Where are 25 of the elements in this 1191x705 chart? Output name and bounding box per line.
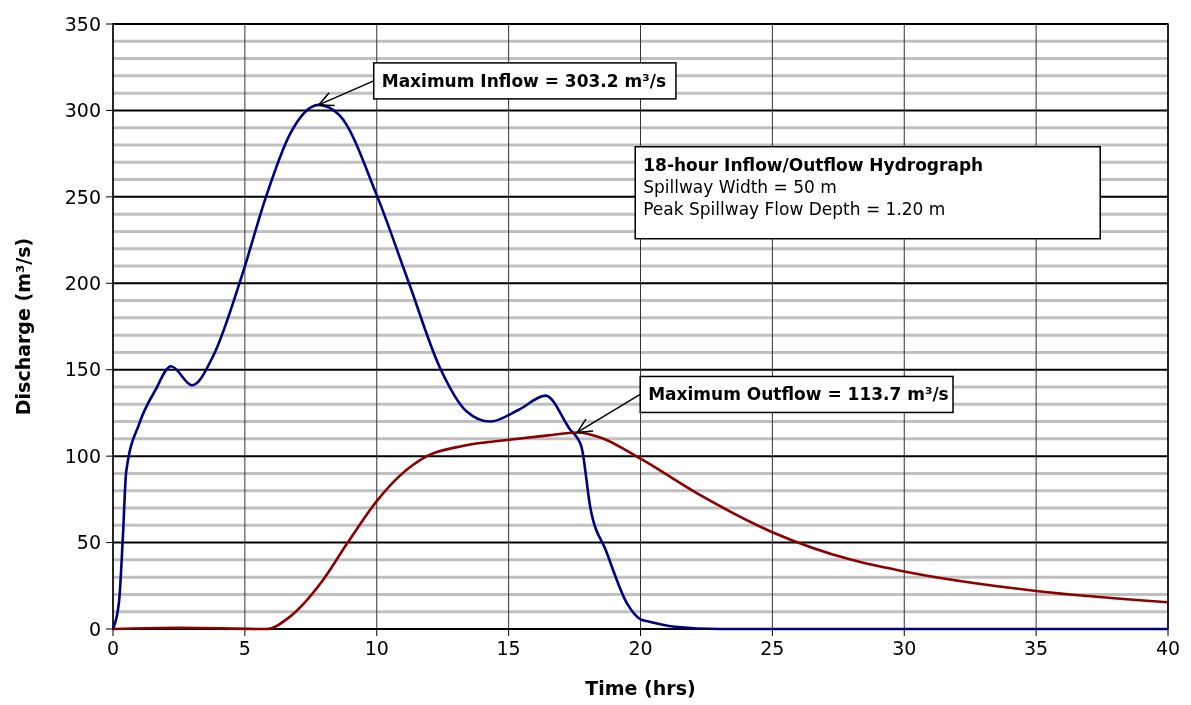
y-tick-label: 50	[76, 531, 101, 554]
y-axis-title: Discharge (m³/s)	[12, 237, 34, 416]
x-tick-label: 25	[760, 637, 785, 659]
x-tick-label: 10	[364, 637, 389, 659]
x-tick-label: 30	[892, 637, 917, 659]
x-tick-label: 0	[106, 637, 120, 659]
annotation: 18-hour Inflow/Outflow Hydrograph	[643, 154, 984, 175]
x-tick-label: 5	[238, 637, 251, 659]
y-tick-label: 200	[64, 271, 101, 294]
annotation: Peak Spillway Flow Depth = 1.20 m	[643, 198, 946, 219]
y-tick-label: 300	[64, 99, 101, 122]
y-tick-label: 100	[64, 444, 101, 467]
x-tick-label: 15	[496, 637, 521, 659]
x-tick-label: 40	[1155, 637, 1181, 659]
y-tick-label: 250	[64, 185, 101, 208]
x-tick-label: 20	[628, 637, 653, 659]
y-tick-label: 350	[64, 12, 101, 35]
y-tick-label: 0	[88, 617, 101, 640]
annotation: Spillway Width = 50 m	[643, 176, 837, 197]
x-tick-label: 35	[1024, 637, 1049, 659]
info-box: 18-hour Inflow/Outflow Hydrograph Spillway Width = 50 m Peak Spillway Flow Depth = 1.20 m	[634, 146, 1101, 240]
y-tick-label: 150	[64, 358, 101, 381]
x-axis-title: Time (hrs)	[585, 677, 696, 699]
annotation: Maximum Inflow = 303.2 m³/s	[381, 70, 667, 91]
annotation: Maximum Outflow = 113.7 m³/s	[648, 384, 949, 405]
